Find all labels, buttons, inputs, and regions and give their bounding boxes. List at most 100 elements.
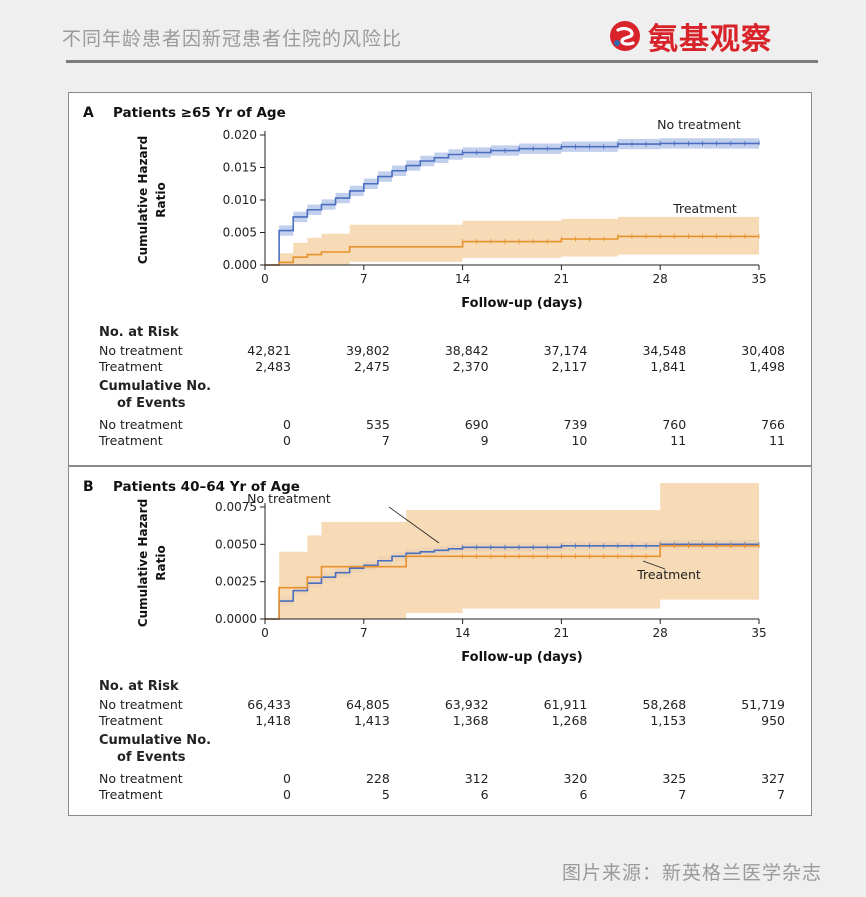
y-tick-label: 0.0000 [215,612,257,626]
risk-cell: 1,368 [452,713,489,728]
chart-a: A Patients ≥65 Yr of Age Cumulative Hazard… [83,105,767,311]
events-row-label: No treatment [99,771,183,786]
risk-cell: 2,483 [255,359,291,374]
label-leader-0 [388,506,440,544]
brand-logo-icon [610,21,640,51]
events-cell: 312 [464,771,489,786]
risk-row-label: No treatment [99,343,183,358]
events-cell: 0 [283,787,291,802]
events-heading-2: of Events [117,396,186,411]
page-title: 不同年龄患者因新冠患者住院的风险比 [62,28,403,50]
image-source: 图片来源：新英格兰医学杂志 [561,862,822,884]
events-heading: Cumulative No. [99,379,212,394]
series-label-1: Treatment [672,201,737,216]
x-axis-label: Follow-up (days) [461,296,582,311]
risk-cell: 34,548 [642,343,687,358]
series-line-1 [265,235,759,266]
risk-cell: 1,268 [551,713,588,728]
events-cell: 0 [283,433,291,448]
risk-cell: 1,498 [749,359,785,374]
events-heading: Cumulative No. [99,733,212,748]
ci-band-1 [265,483,759,619]
events-cell: 11 [670,433,687,448]
brand-logo: 氨基观察 [608,14,772,58]
risk-cell: 2,475 [354,359,390,374]
panel-label: A [83,105,94,121]
risk-cell: 2,370 [452,359,489,374]
y-tick-label: 0.0050 [215,537,257,551]
risk-cell: 30,408 [741,343,785,358]
risk-cell: 1,153 [650,713,687,728]
x-tick-label: 28 [653,272,668,286]
x-axis-label: Follow-up (days) [461,650,582,665]
events-cell: 325 [662,771,687,786]
x-tick-label: 0 [261,626,269,640]
risk-cell: 39,802 [346,343,390,358]
y-tick-label: 0.0075 [215,500,257,514]
panel-divider [69,465,811,467]
x-tick-label: 35 [751,626,766,640]
events-cell: 6 [579,787,588,802]
events-cell: 6 [480,787,489,802]
series-label-1: Treatment [636,567,701,582]
y-axis-label-line1: Cumulative Hazard [136,136,150,264]
y-tick-label: 0.015 [223,161,257,175]
y-tick-label: 0.005 [223,226,257,240]
chart-title: Patients ≥65 Yr of Age [113,105,286,121]
risk-row-label: Treatment [99,713,163,728]
risk-cell: 63,932 [444,697,489,712]
x-tick-label: 14 [455,626,470,640]
events-cell: 5 [381,787,390,802]
x-tick-label: 7 [360,272,368,286]
events-row-label: Treatment [99,787,163,802]
chart-b: B Patients 40–64 Yr of Age Cumulative Haza… [83,479,767,665]
events-cell: 9 [480,433,489,448]
y-tick-label: 0.0025 [215,575,257,589]
events-cell: 760 [662,417,687,432]
y-axis-label-line1: Cumulative Hazard [136,499,150,627]
risk-cell: 38,842 [444,343,489,358]
risk-cell: 66,433 [247,697,291,712]
events-cell: 7 [777,787,785,802]
risk-cell: 42,821 [247,343,291,358]
events-cell: 10 [571,433,588,448]
panel-label: B [83,479,94,495]
risk-row-label: Treatment [99,359,163,374]
risk-cell: 58,268 [642,697,687,712]
events-cell: 7 [381,433,390,448]
risk-cell: 61,911 [543,697,588,712]
series-line-1 [265,545,759,620]
events-row-label: No treatment [99,417,183,432]
events-cell: 327 [761,771,785,786]
header-divider [66,60,818,63]
events-heading-2: of Events [117,750,186,765]
x-tick-label: 14 [455,272,470,286]
risk-row-label: No treatment [99,697,183,712]
risk-cell: 64,805 [346,697,390,712]
series-label-0: No treatment [247,491,331,506]
series-label-0: No treatment [657,117,741,132]
risk-heading: No. at Risk [99,679,179,694]
x-tick-label: 28 [653,626,668,640]
risk-cell: 2,117 [551,359,588,374]
x-tick-label: 35 [751,272,766,286]
label-leader-1 [642,560,666,570]
risk-cell: 950 [761,713,785,728]
events-cell: 7 [678,787,687,802]
x-tick-label: 21 [554,626,569,640]
risk-cell: 37,174 [543,343,588,358]
y-tick-label: 0.010 [223,193,257,207]
events-cell: 320 [563,771,588,786]
events-cell: 0 [283,417,291,432]
chart-title: Patients 40–64 Yr of Age [113,479,300,495]
figure-panel: A Patients ≥65 Yr of Age Cumulative Hazard… [68,92,812,816]
x-tick-label: 21 [554,272,569,286]
y-tick-label: 0.000 [223,258,257,272]
events-cell: 228 [365,771,390,786]
x-tick-label: 7 [360,626,368,640]
risk-cell: 1,841 [650,359,687,374]
events-cell: 11 [769,433,785,448]
risk-cell: 1,413 [354,713,390,728]
events-row-label: Treatment [99,433,163,448]
y-axis-label-line2: Ratio [154,545,168,580]
